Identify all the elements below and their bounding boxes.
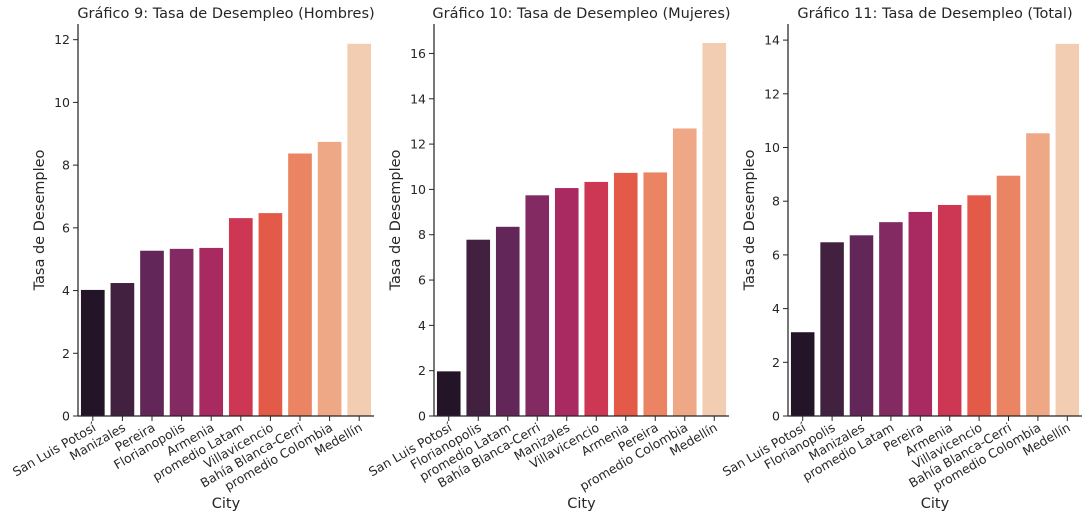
bar [436, 371, 461, 416]
bar [554, 188, 579, 416]
bar [466, 239, 491, 416]
y-tick-label: 4 [772, 301, 780, 316]
y-tick-label: 12 [54, 32, 70, 47]
bar [820, 242, 844, 416]
bar [908, 211, 933, 416]
x-axis-label: City [921, 496, 950, 512]
y-tick-label: 8 [772, 194, 780, 209]
chart-panel-3: Gráfico 11: Tasa de Desempleo (Total) 0 2 4… [720, 6, 1082, 512]
y-tick-label: 12 [764, 86, 780, 101]
bar [169, 248, 194, 416]
bar [967, 195, 991, 416]
y-tick-label: 10 [410, 182, 426, 197]
y-tick-label: 8 [418, 227, 426, 242]
y-tick-label: 2 [772, 355, 780, 370]
bar [672, 128, 697, 416]
y-tick-label: 6 [62, 220, 70, 235]
chart-panel-1: Gráfico 9: Tasa de Desempleo (Hombres) 0 2… [10, 6, 375, 512]
bar [258, 213, 283, 416]
y-axis-label: Tasa de Desempleo [32, 149, 48, 291]
y-tick-label: 0 [62, 409, 70, 424]
bar [228, 218, 253, 416]
y-tick-label: 10 [764, 140, 780, 155]
chart-title: Gráfico 11: Tasa de Desempleo (Total) [797, 6, 1072, 22]
y-tick-label: 6 [418, 273, 426, 288]
y-tick-label: 16 [410, 46, 426, 61]
chart-title: Gráfico 9: Tasa de Desempleo (Hombres) [77, 6, 374, 22]
bar [525, 195, 550, 416]
bar [702, 43, 727, 416]
y-tick-label: 2 [418, 363, 426, 378]
chart-panel-2: Gráfico 10: Tasa de Desempleo (Mujeres) 0… [366, 6, 731, 512]
x-axis-label: City [567, 496, 596, 512]
y-tick-label: 12 [410, 137, 426, 152]
y-tick-label: 14 [764, 33, 780, 48]
y-tick-label: 0 [418, 409, 426, 424]
bar [288, 153, 312, 416]
bar [584, 181, 609, 416]
y-tick-label: 0 [772, 409, 780, 424]
bar [1026, 133, 1050, 416]
bar [347, 43, 372, 416]
bar [643, 172, 668, 416]
y-tick-label: 4 [418, 318, 426, 333]
y-tick-label: 2 [62, 346, 70, 361]
bar [937, 204, 962, 416]
y-axis-label: Tasa de Desempleo [742, 149, 758, 291]
bar [849, 235, 874, 416]
bar [879, 222, 903, 416]
bar [110, 283, 135, 416]
bar [140, 250, 164, 416]
chart-title: Gráfico 10: Tasa de Desempleo (Mujeres) [432, 6, 730, 22]
bar [1055, 43, 1080, 417]
y-tick-label: 14 [410, 91, 426, 106]
y-tick-label: 4 [62, 283, 70, 298]
y-axis-label: Tasa de Desempleo [388, 149, 404, 291]
bar [613, 172, 638, 416]
bar [996, 175, 1021, 416]
y-tick-label: 10 [54, 95, 70, 110]
bar [790, 332, 815, 416]
bar [80, 289, 105, 416]
y-tick-label: 6 [772, 247, 780, 262]
x-axis-label: City [212, 496, 241, 512]
bar [317, 141, 342, 416]
bar [495, 226, 520, 416]
y-tick-label: 8 [62, 158, 70, 173]
bar [199, 247, 224, 416]
